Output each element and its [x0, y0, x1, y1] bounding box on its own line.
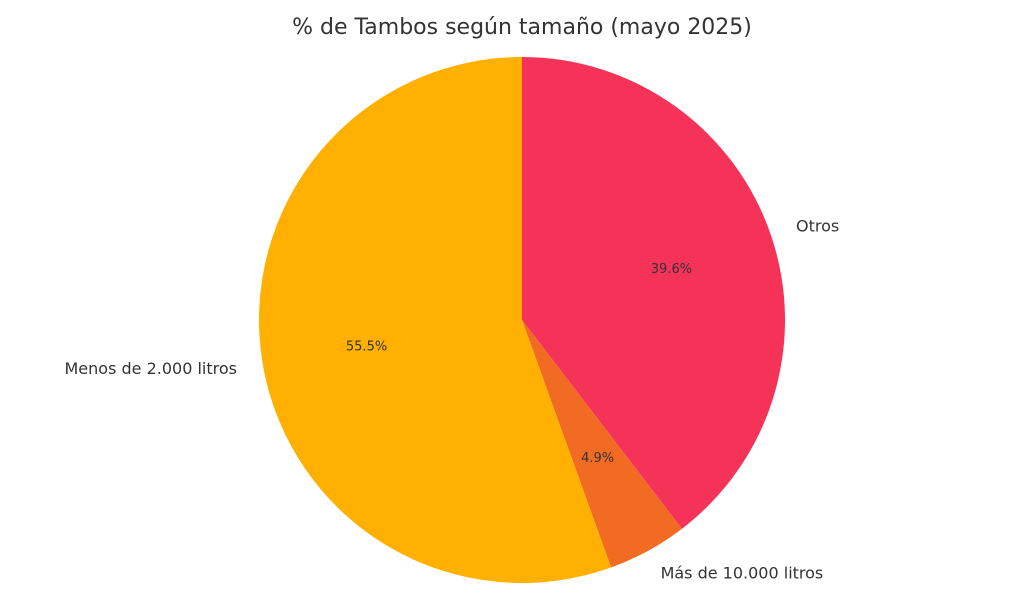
- pie-labels: 39.6% Otros 4.9% Más de 10.000 litros 55.5% M…: [65, 217, 840, 583]
- slice-label-mas-de-10-000-litros: Más de 10.000 litros: [661, 563, 824, 582]
- pct-label-menos-de-2-000-litros: 55.5%: [346, 340, 387, 355]
- slice-label-otros: Otros: [796, 217, 839, 236]
- pct-label-otros: 39.6%: [651, 262, 692, 277]
- slice-label-menos-de-2-000-litros: Menos de 2.000 litros: [65, 359, 238, 378]
- pie-slice-menos-de-2-000-litros: [258, 57, 612, 583]
- pie-slice-otros: [522, 57, 786, 529]
- pie-slice-mas-de-10-000-litros: [522, 320, 682, 568]
- pie-slices: [258, 57, 786, 583]
- pct-label-mas-de-10-000-litros: 4.9%: [581, 451, 614, 466]
- chart-title: % de Tambos según tamaño (mayo 2025): [292, 15, 752, 40]
